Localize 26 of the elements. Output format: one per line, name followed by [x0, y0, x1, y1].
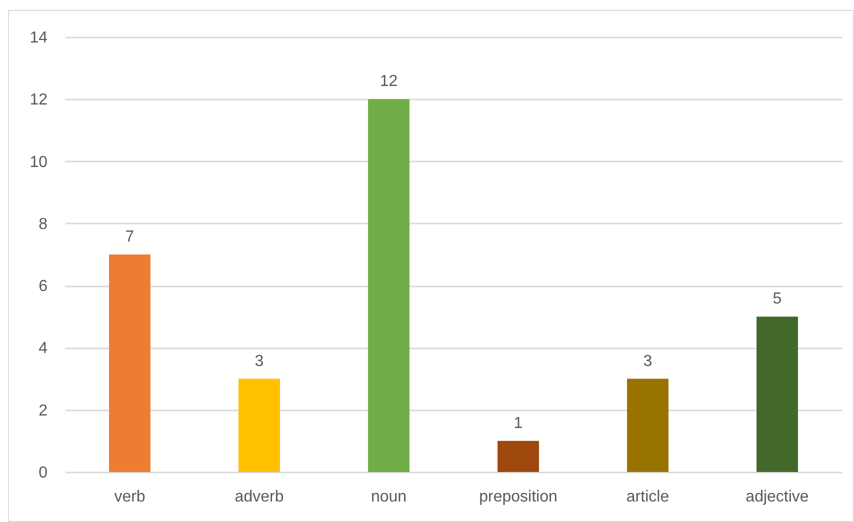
data-label: 5 [772, 290, 782, 308]
data-label: 12 [380, 73, 398, 90]
y-tick-label: 0 [38, 464, 48, 482]
bar [238, 378, 280, 472]
x-tick-label: article [626, 488, 670, 506]
y-tick-label: 14 [30, 30, 48, 46]
x-tick-label: noun [370, 488, 407, 506]
bar [498, 440, 539, 472]
y-tick-label: 2 [38, 402, 48, 420]
x-tick-label: verb [114, 488, 146, 506]
data-label: 3 [254, 352, 264, 370]
y-tick-label: 4 [38, 340, 48, 358]
bar [627, 378, 668, 472]
y-tick-label: 6 [38, 278, 48, 296]
x-tick-label: preposition [479, 488, 558, 506]
x-tick-label: adjective [746, 488, 809, 506]
y-tick-label: 8 [38, 216, 48, 233]
y-tick-label: 12 [30, 92, 48, 109]
data-label: 1 [514, 414, 523, 432]
bar [368, 99, 410, 472]
y-tick-label: 10 [30, 154, 48, 171]
x-tick-label: adverb [234, 488, 284, 506]
bar [756, 316, 798, 472]
data-label: 7 [125, 228, 134, 246]
data-label: 3 [643, 352, 652, 370]
bar [109, 254, 150, 472]
